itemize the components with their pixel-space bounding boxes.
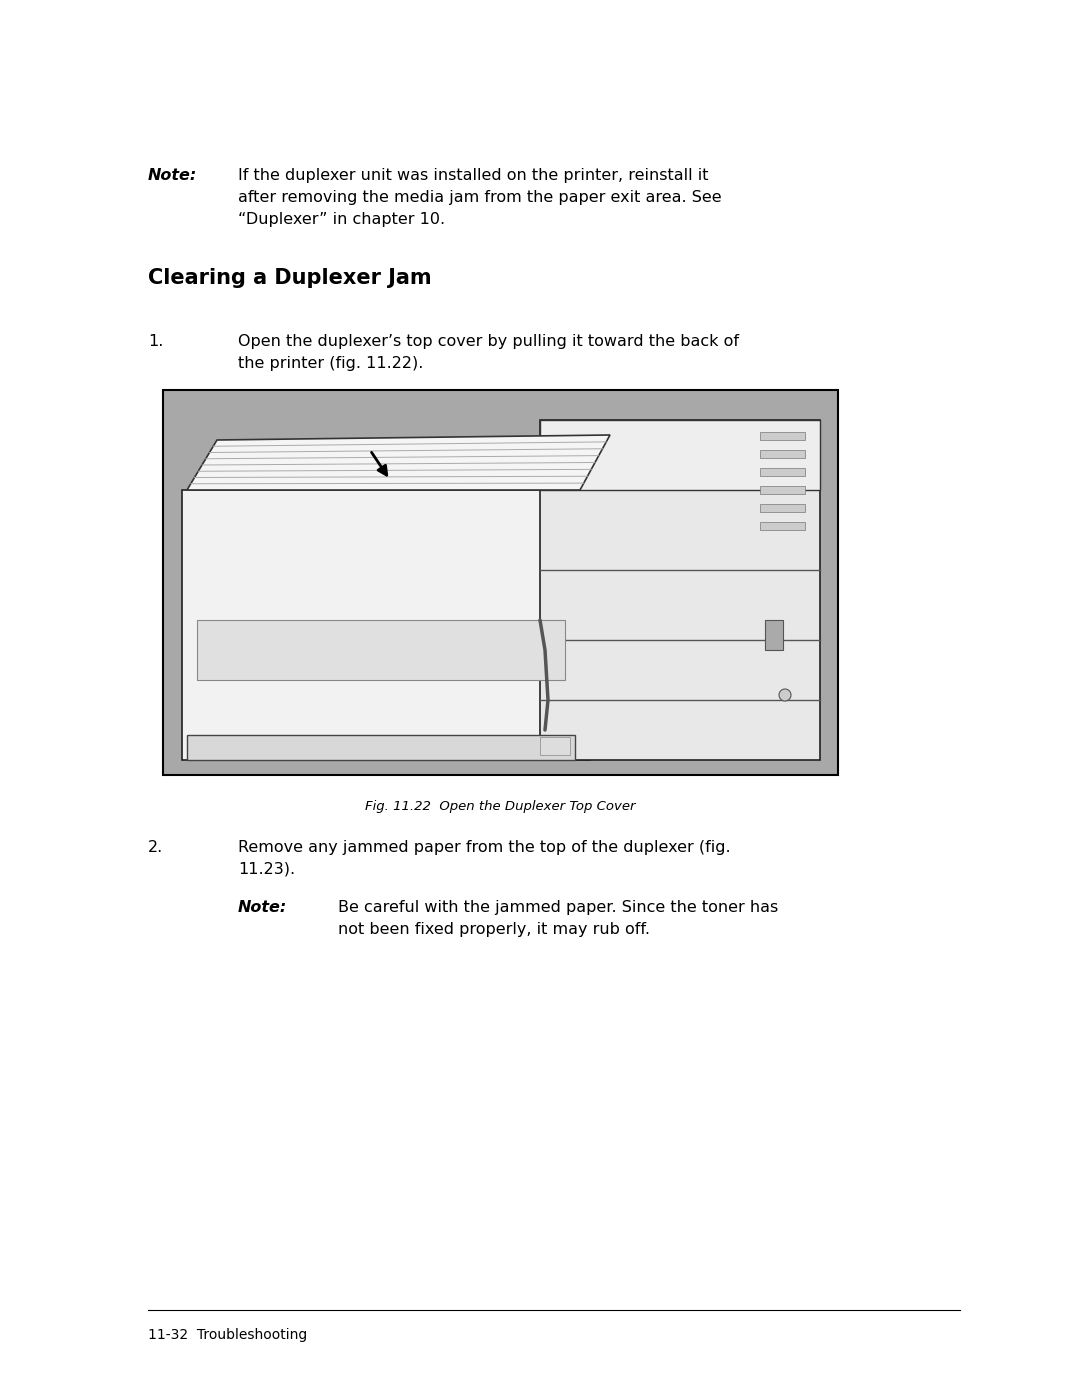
Text: Remove any jammed paper from the top of the duplexer (fig.: Remove any jammed paper from the top of … [238,840,731,855]
Bar [163,390,838,775]
Bar [540,420,820,490]
Text: Fig. 11.22  Open the Duplexer Top Cover: Fig. 11.22 Open the Duplexer Top Cover [365,800,636,813]
Text: Be careful with the jammed paper. Since the toner has: Be careful with the jammed paper. Since … [338,900,779,915]
Bar [760,486,805,495]
Text: “Duplexer” in chapter 10.: “Duplexer” in chapter 10. [238,212,445,226]
Bar [540,420,820,760]
Text: 11.23).: 11.23). [238,862,295,877]
Text: Clearing a Duplexer Jam: Clearing a Duplexer Jam [148,268,432,288]
Text: Note:: Note: [238,900,287,915]
Polygon shape [187,434,610,490]
Bar [187,735,575,760]
Bar [197,620,565,680]
Text: 11-32  Troubleshooting: 11-32 Troubleshooting [148,1329,307,1343]
Text: 2.: 2. [148,840,163,855]
Bar [760,504,805,511]
Bar [760,450,805,458]
Bar [183,490,590,760]
Bar [760,468,805,476]
Bar [765,620,783,650]
Text: Note:: Note: [148,168,198,183]
Text: the printer (fig. 11.22).: the printer (fig. 11.22). [238,356,423,372]
Circle shape [779,689,791,701]
Bar [540,738,570,754]
Bar [760,522,805,529]
Bar [760,432,805,440]
Text: after removing the media jam from the paper exit area. See: after removing the media jam from the pa… [238,190,721,205]
Text: 1.: 1. [148,334,163,349]
Text: Open the duplexer’s top cover by pulling it toward the back of: Open the duplexer’s top cover by pulling… [238,334,739,349]
Text: not been fixed properly, it may rub off.: not been fixed properly, it may rub off. [338,922,650,937]
Text: If the duplexer unit was installed on the printer, reinstall it: If the duplexer unit was installed on th… [238,168,708,183]
